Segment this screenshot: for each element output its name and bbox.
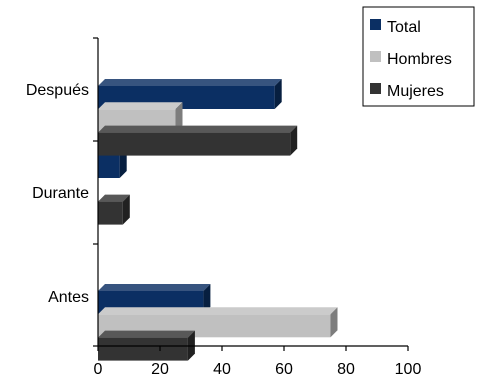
bar-top-face xyxy=(98,307,338,315)
bar-side-face xyxy=(175,102,183,133)
bar-mujeres-despues xyxy=(98,125,298,156)
legend-swatch-hombres xyxy=(370,51,381,62)
legend-box xyxy=(362,6,475,107)
x-tick-label-0: 0 xyxy=(94,361,103,378)
x-tick-label-80: 80 xyxy=(337,361,355,378)
bar-front-face xyxy=(98,132,291,156)
bar-top-face xyxy=(98,284,211,291)
bar-side-face xyxy=(290,125,298,156)
bar-mujeres-durante xyxy=(98,194,130,225)
x-tick-label-20: 20 xyxy=(151,361,169,378)
bar-top-face xyxy=(98,330,195,338)
legend-swatch-total xyxy=(370,19,381,30)
y-category-label-2: Después xyxy=(26,82,89,99)
bar-top-face xyxy=(98,194,130,202)
y-category-label-0: Antes xyxy=(48,289,89,306)
y-category-label-1: Durante xyxy=(32,185,89,202)
bar-front-face xyxy=(98,155,120,178)
legend-label-hombres: Hombres xyxy=(387,51,452,68)
legend-swatch-mujeres xyxy=(370,83,381,94)
bar-front-face xyxy=(98,201,123,225)
plot-area xyxy=(98,79,338,361)
bar-front-face xyxy=(98,337,188,361)
x-tick-label-40: 40 xyxy=(213,361,231,378)
bar-side-face xyxy=(122,194,130,225)
legend: Total Hombres Mujeres xyxy=(362,6,475,107)
bar-top-face xyxy=(98,125,298,133)
bar-top-face xyxy=(98,102,183,110)
legend-label-mujeres: Mujeres xyxy=(387,83,444,100)
bar-top-face xyxy=(98,79,282,86)
bar-side-face xyxy=(330,307,338,338)
legend-label-total: Total xyxy=(387,19,421,36)
bar-side-face xyxy=(274,79,282,109)
bar-side-face xyxy=(203,284,211,314)
x-tick-label-100: 100 xyxy=(395,361,422,378)
axes: 0 20 40 60 80 100 Antes Durante Después xyxy=(26,37,422,378)
x-tick-label-60: 60 xyxy=(275,361,293,378)
